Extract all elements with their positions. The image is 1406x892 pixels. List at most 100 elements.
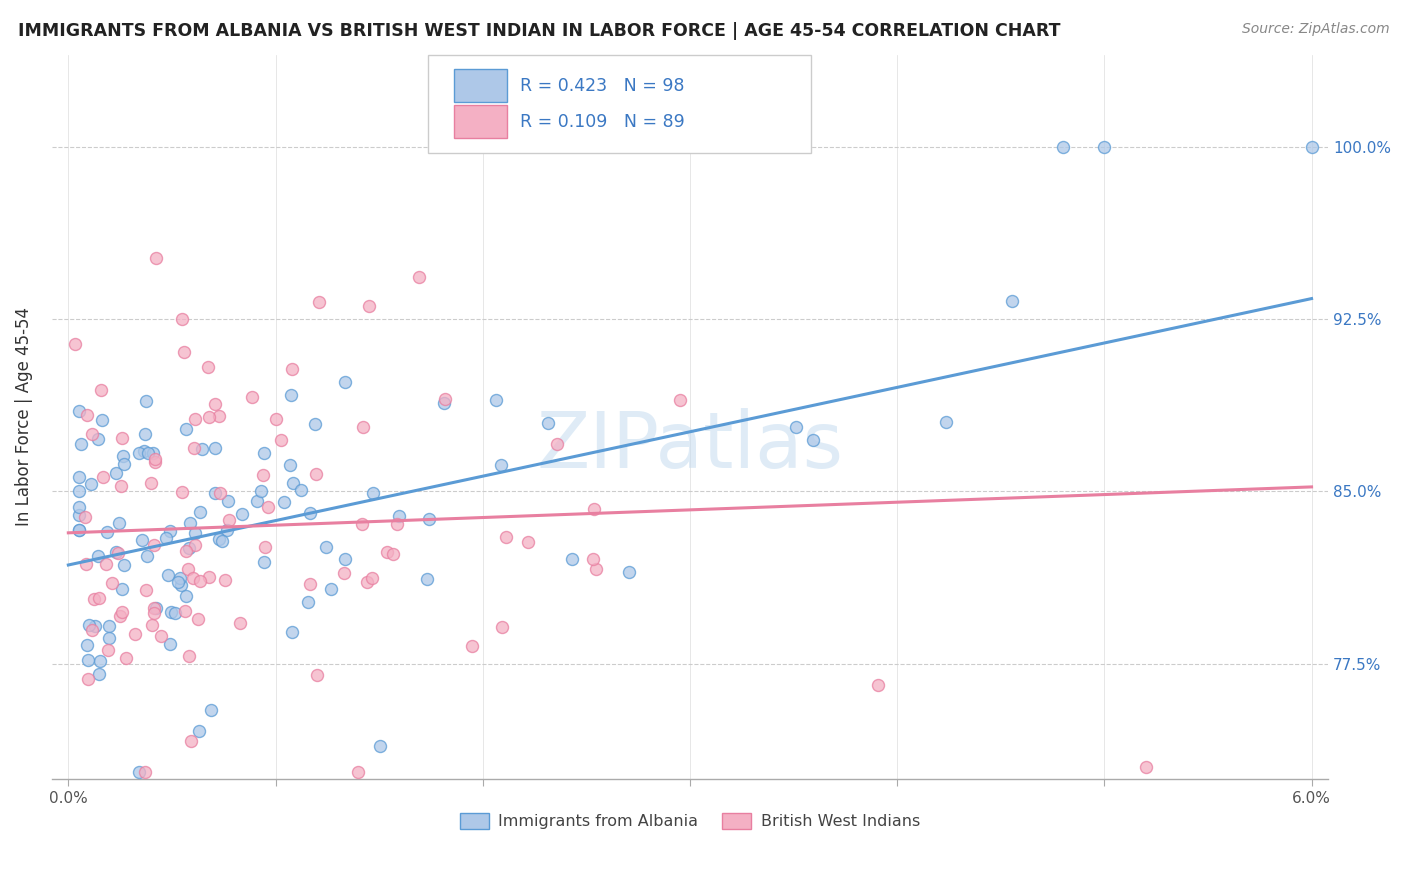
Point (418, 512, 440, 526)
Point (141, 475, 163, 490)
Point (333, 376, 356, 390)
Point (100, 576, 122, 591)
Point (208, 533, 231, 547)
Point (67, 500, 90, 514)
Point (84, 619, 107, 633)
Point (229, 616, 252, 631)
FancyBboxPatch shape (454, 105, 508, 138)
Point (204, 397, 226, 411)
Point (179, 541, 201, 556)
Point (319, 582, 342, 596)
Point (184, 539, 207, 553)
Point (217, 494, 239, 508)
Point (1092, 140, 1115, 154)
Point (73, 509, 96, 524)
Point (388, 508, 411, 523)
Point (299, 577, 322, 591)
Point (183, 441, 205, 455)
Point (170, 312, 193, 326)
Point (138, 446, 160, 460)
Point (217, 524, 239, 538)
Point (67, 483, 90, 498)
Point (143, 455, 166, 469)
Point (105, 545, 128, 559)
Point (145, 601, 167, 615)
Point (111, 582, 134, 596)
Point (308, 295, 330, 310)
Text: Source: ZipAtlas.com: Source: ZipAtlas.com (1241, 22, 1389, 37)
Point (184, 412, 207, 426)
Point (159, 524, 181, 538)
Point (67, 524, 90, 538)
Point (76, 409, 98, 423)
Point (150, 629, 173, 643)
Point (179, 516, 201, 530)
Point (280, 362, 302, 376)
Point (315, 541, 337, 555)
Point (278, 458, 301, 473)
Point (585, 562, 607, 576)
Point (108, 516, 131, 530)
Point (163, 607, 186, 621)
Point (198, 569, 221, 583)
Point (97, 643, 120, 657)
Point (935, 416, 957, 430)
FancyBboxPatch shape (454, 69, 508, 103)
Point (495, 530, 517, 544)
Point (135, 393, 157, 408)
Point (135, 582, 157, 597)
Point (333, 566, 356, 581)
Point (356, 575, 378, 590)
Point (350, 517, 373, 532)
Point (305, 467, 328, 481)
Point (231, 507, 253, 521)
Point (546, 436, 568, 450)
Point (77, 618, 100, 632)
Point (491, 620, 513, 634)
Point (63, 336, 86, 351)
Point (1001, 293, 1024, 308)
Point (181, 571, 204, 585)
Point (214, 573, 236, 587)
Point (281, 476, 304, 491)
Point (173, 345, 195, 359)
Point (297, 595, 319, 609)
Point (333, 552, 356, 566)
Point (290, 483, 312, 497)
Point (80, 427, 103, 442)
Point (80, 476, 103, 491)
Point (352, 420, 374, 434)
Point (67, 469, 90, 483)
Point (517, 535, 540, 549)
Point (124, 626, 146, 640)
Point (460, 640, 482, 654)
Point (135, 549, 157, 564)
Point (77, 653, 100, 667)
Point (90, 413, 112, 427)
Point (270, 433, 292, 447)
Point (174, 544, 197, 558)
Point (170, 578, 193, 592)
Point (87, 667, 110, 681)
Point (107, 546, 129, 560)
Point (145, 251, 167, 265)
Point (96, 557, 118, 571)
Point (177, 648, 200, 663)
Point (112, 457, 135, 471)
Point (132, 443, 155, 458)
Point (87, 549, 110, 563)
Point (253, 445, 276, 459)
Point (191, 442, 214, 456)
Point (360, 571, 382, 585)
Point (253, 555, 276, 569)
Point (155, 531, 177, 545)
Point (83, 592, 105, 607)
Point (115, 651, 138, 665)
Point (273, 495, 295, 509)
Point (347, 764, 370, 779)
Point (170, 484, 193, 499)
Point (89, 591, 111, 606)
Point (252, 468, 274, 483)
Point (80, 623, 103, 637)
Point (669, 392, 692, 407)
